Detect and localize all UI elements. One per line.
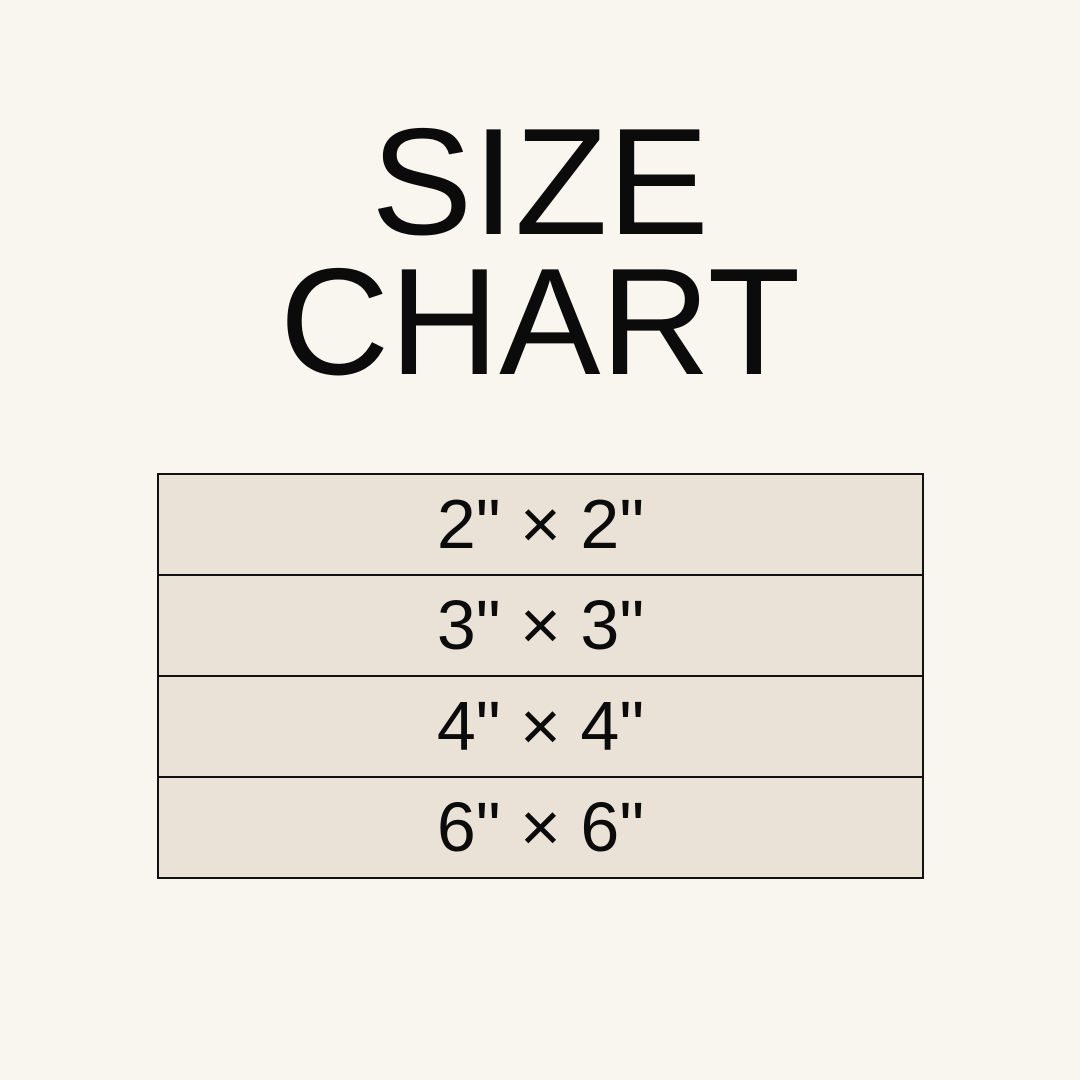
size-table: 2" × 2" 3" × 3" 4" × 4" 6" × 6" [157,473,924,879]
title-line-1: SIZE [371,97,709,267]
title-line-2: CHART [279,237,801,407]
size-row: 2" × 2" [159,475,922,576]
page-title: SIZE CHART [0,97,1080,407]
size-row: 3" × 3" [159,576,922,677]
size-row: 6" × 6" [159,778,922,877]
size-row: 4" × 4" [159,677,922,778]
